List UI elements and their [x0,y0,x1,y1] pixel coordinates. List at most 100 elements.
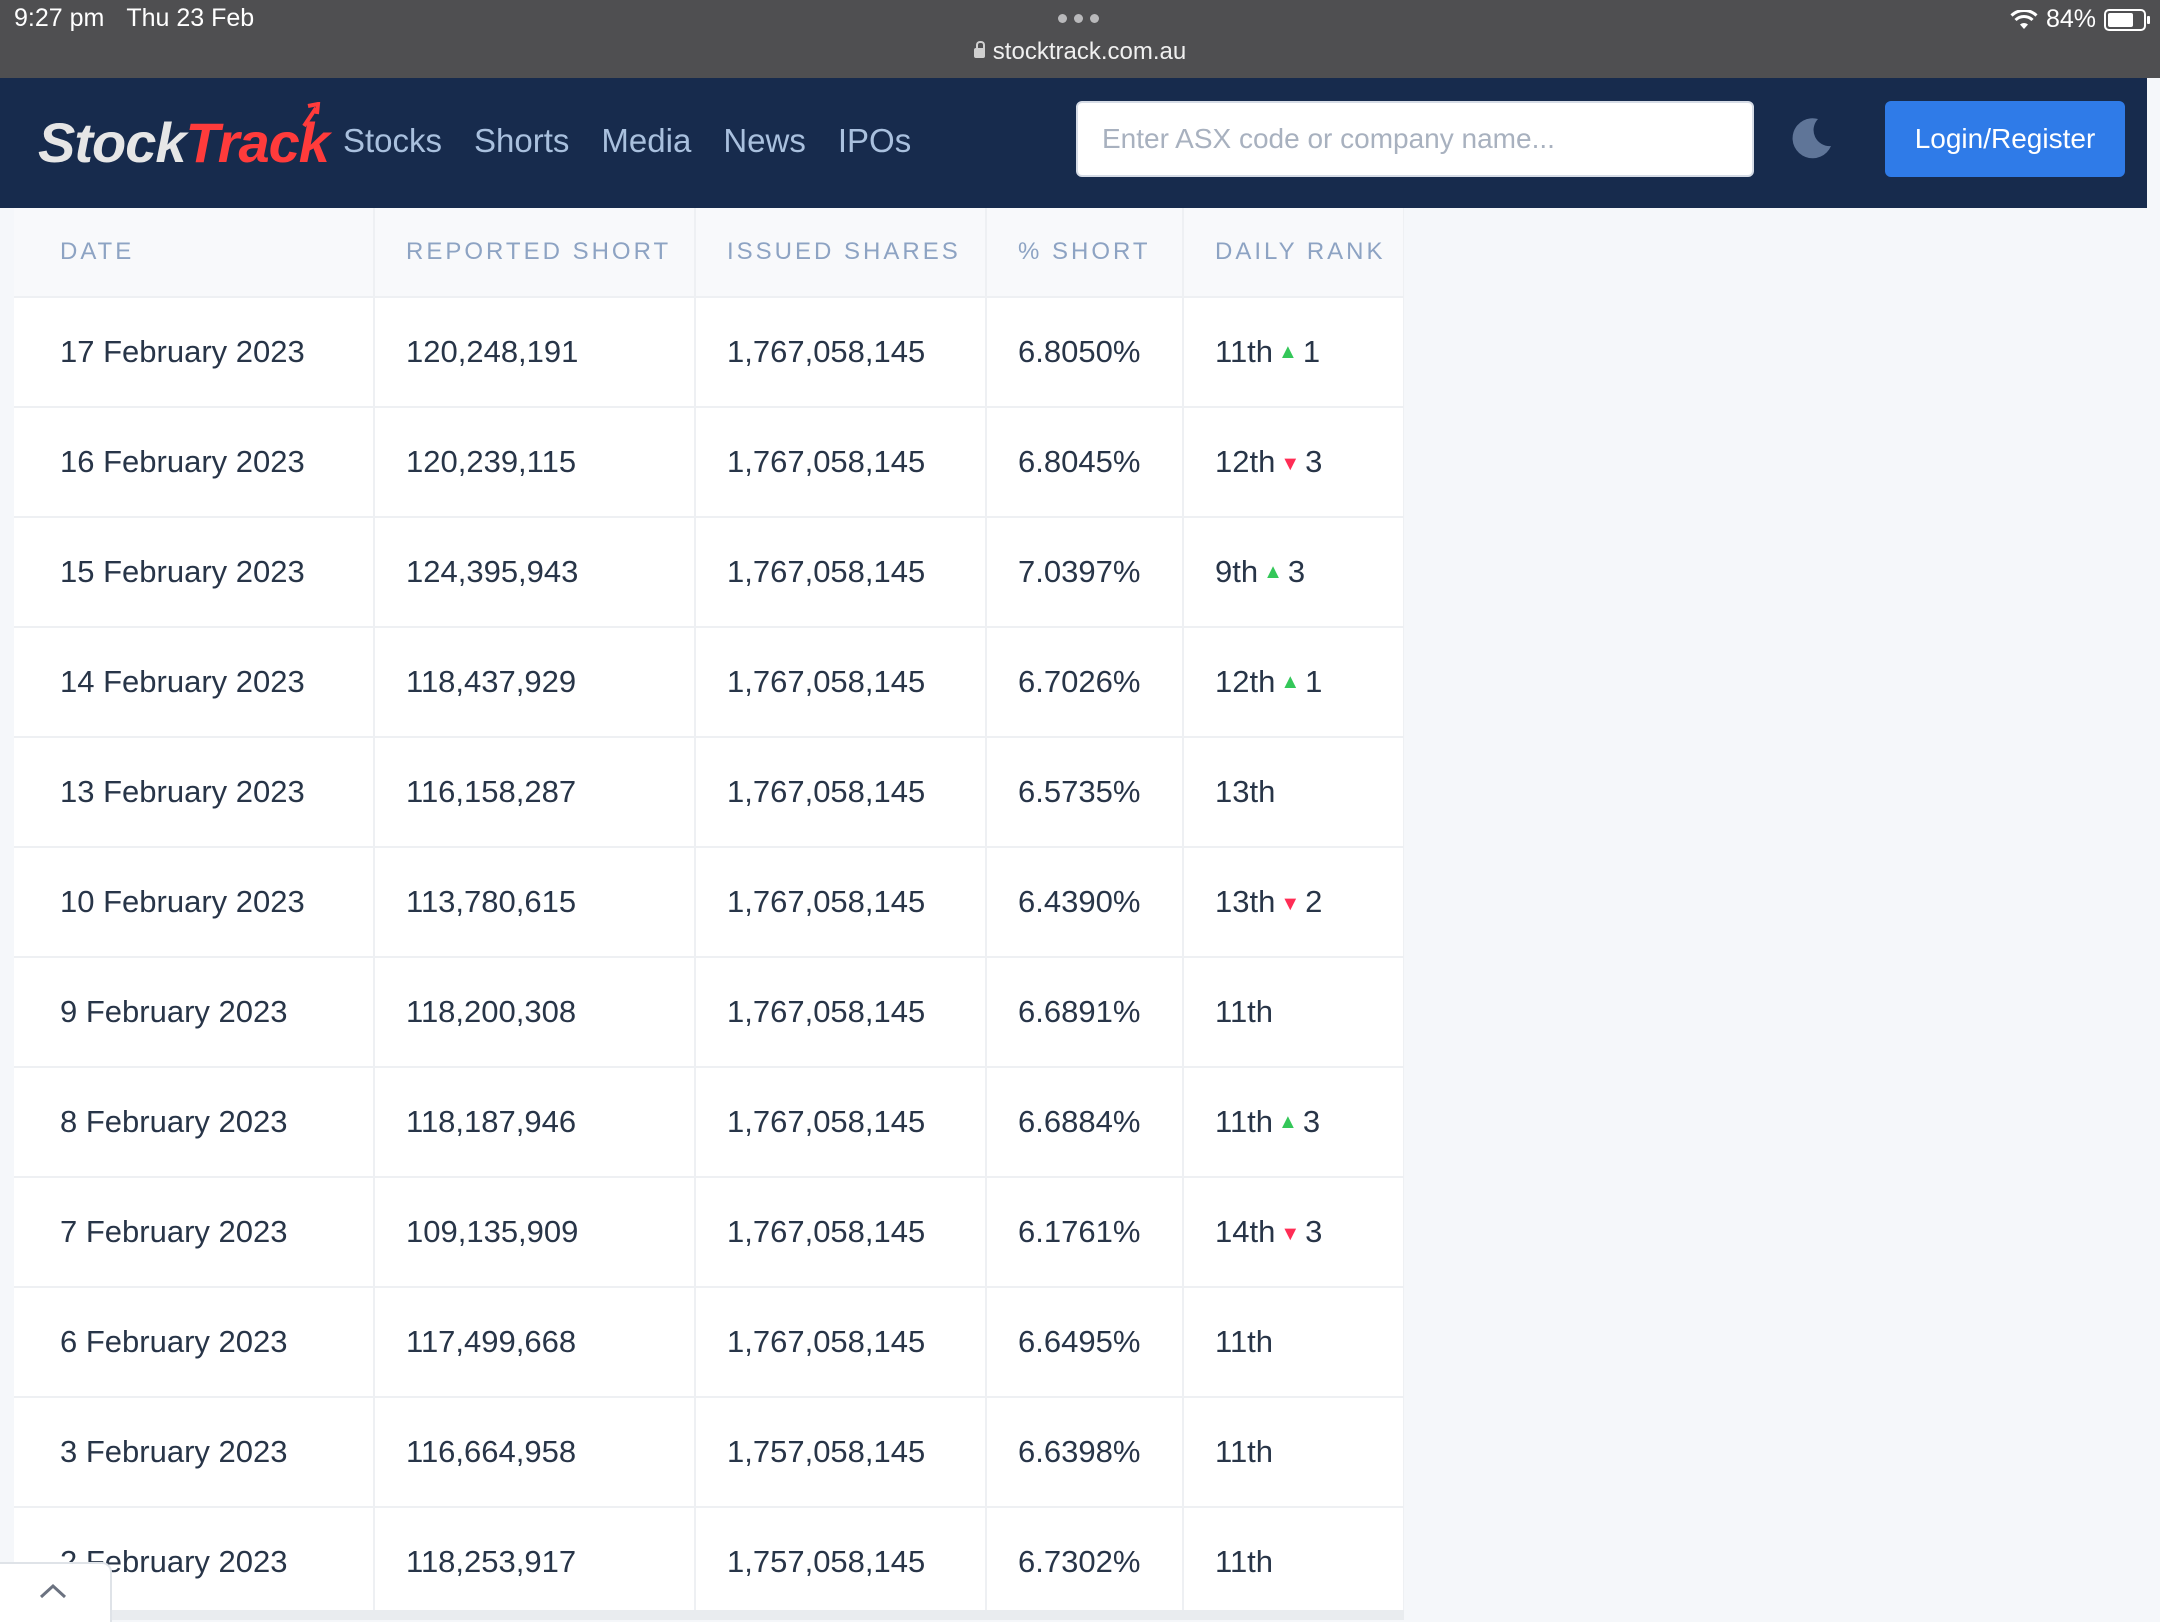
cell-daily-rank: 12th ▲ 1 [1183,627,1404,738]
cell-daily-rank: 11th [1183,957,1404,1068]
header-daily-rank[interactable]: DAILY RANK [1183,208,1404,298]
short-history-table: DATE REPORTED SHORT ISSUED SHARES % SHOR… [14,208,1404,1618]
table-row: 3 February 2023 116,664,958 1,757,058,145 6… [14,1397,1404,1508]
lock-icon [973,41,985,58]
cell-date: 14 February 2023 [14,627,375,738]
cell-date: 17 February 2023 [14,297,375,408]
table-row: 13 February 2023 116,158,287 1,767,058,145… [14,737,1404,848]
cell-pct-short: 6.8045% [986,407,1184,518]
header-issued-shares[interactable]: ISSUED SHARES [695,208,987,298]
rank-value: 11th [1215,334,1274,369]
cell-issued-shares: 1,767,058,145 [695,627,987,738]
cell-pct-short: 6.4390% [986,847,1184,958]
cell-date: 7 February 2023 [14,1177,375,1288]
cell-issued-shares: 1,767,058,145 [695,957,987,1068]
rank-value: 11th [1215,994,1274,1029]
cell-reported-short: 120,248,191 [374,297,696,408]
cell-pct-short: 7.0397% [986,517,1184,628]
cell-daily-rank: 11th [1183,1287,1404,1398]
cell-date: 8 February 2023 [14,1067,375,1178]
cell-issued-shares: 1,767,058,145 [695,737,987,848]
rank-value: 11th [1215,1324,1274,1359]
cell-issued-shares: 1,757,058,145 [695,1397,987,1508]
cell-reported-short: 109,135,909 [374,1177,696,1288]
address-bar[interactable]: stocktrack.com.au [0,38,2160,66]
table-row: 17 February 2023 120,248,191 1,767,058,145… [14,297,1404,408]
dark-mode-moon-icon[interactable] [1790,116,1834,160]
rank-change: 2 [1305,884,1323,919]
wifi-icon [2010,9,2038,29]
rank-value: 11th [1215,1544,1274,1579]
table-row: 16 February 2023 120,239,115 1,767,058,145… [14,407,1404,518]
chevron-up-icon [39,1583,67,1599]
cell-pct-short: 6.5735% [986,737,1184,848]
nav-link-stocks[interactable]: Stocks [343,122,443,159]
status-left: 9:27 pm Thu 23 Feb [14,4,254,33]
header-pct-short[interactable]: % SHORT [986,208,1184,298]
nav-link-news[interactable]: News [723,122,806,159]
cell-issued-shares: 1,767,058,145 [695,1177,987,1288]
cell-reported-short: 118,200,308 [374,957,696,1068]
logo-text-stock: Stock [38,111,186,174]
site-navbar: StockTrack Stocks Shorts Media News IPOs… [0,78,2147,208]
table-body: 17 February 2023 120,248,191 1,767,058,145… [14,297,1404,1618]
rank-value: 13th [1215,774,1276,809]
multitasking-dots-icon[interactable] [1058,14,1099,23]
cell-date: 9 February 2023 [14,957,375,1068]
cell-date: 10 February 2023 [14,847,375,958]
table-row: 8 February 2023 118,187,946 1,767,058,145 6… [14,1067,1404,1178]
scroll-to-top-button[interactable] [0,1562,112,1622]
cell-issued-shares: 1,767,058,145 [695,1067,987,1178]
rank-value: 9th [1215,554,1259,589]
status-right: 84% [2010,5,2150,34]
battery-icon [2104,8,2150,31]
rank-up-arrow-icon: ▲ [1263,561,1283,583]
cell-reported-short: 113,780,615 [374,847,696,958]
cell-pct-short: 6.8050% [986,297,1184,408]
search-input[interactable] [1076,101,1754,177]
table-row: 2 February 2023 118,253,917 1,757,058,145 6… [14,1507,1404,1618]
cell-date: 16 February 2023 [14,407,375,518]
cell-issued-shares: 1,757,058,145 [695,1507,987,1618]
short-history-table-container[interactable]: DATE REPORTED SHORT ISSUED SHARES % SHOR… [14,208,1404,1620]
rank-change: 3 [1305,444,1323,479]
header-date[interactable]: DATE [14,208,375,298]
nav-link-shorts[interactable]: Shorts [474,122,570,159]
cell-reported-short: 116,664,958 [374,1397,696,1508]
cell-pct-short: 6.7302% [986,1507,1184,1618]
table-row: 6 February 2023 117,499,668 1,767,058,145 6… [14,1287,1404,1398]
rank-value: 14th [1215,1214,1276,1249]
cell-daily-rank: 12th ▼ 3 [1183,407,1404,518]
rank-change: 1 [1305,664,1323,699]
stocktrack-logo[interactable]: StockTrack [38,110,330,175]
battery-fill [2108,12,2134,27]
rank-up-arrow-icon: ▲ [1278,341,1298,363]
cell-daily-rank: 9th ▲ 3 [1183,517,1404,628]
rank-up-arrow-icon: ▲ [1280,671,1301,693]
cell-pct-short: 6.1761% [986,1177,1184,1288]
main-nav: Stocks Shorts Media News IPOs [343,122,911,160]
cell-issued-shares: 1,767,058,145 [695,847,987,958]
rank-value: 11th [1215,1104,1274,1139]
rank-down-arrow-icon: ▼ [1280,453,1301,475]
nav-link-media[interactable]: Media [601,122,692,159]
header-reported-short[interactable]: REPORTED SHORT [374,208,696,298]
rank-value: 13th [1215,884,1276,919]
rank-change: 3 [1287,554,1306,589]
table-bottom-edge [14,1610,1404,1620]
rank-down-arrow-icon: ▼ [1280,1223,1301,1245]
cell-pct-short: 6.7026% [986,627,1184,738]
cell-pct-short: 6.6884% [986,1067,1184,1178]
nav-link-ipos[interactable]: IPOs [837,122,912,159]
cell-reported-short: 118,253,917 [374,1507,696,1618]
rank-up-arrow-icon: ▲ [1278,1111,1298,1133]
rank-change: 3 [1302,1104,1321,1139]
page-edge [2147,78,2160,208]
login-register-button[interactable]: Login/Register [1885,101,2125,177]
status-time: 9:27 pm [14,4,105,32]
rank-change: 1 [1302,334,1321,369]
rank-value: 12th [1215,444,1276,479]
cell-pct-short: 6.6398% [986,1397,1184,1508]
rank-change: 3 [1305,1214,1323,1249]
cell-reported-short: 117,499,668 [374,1287,696,1398]
